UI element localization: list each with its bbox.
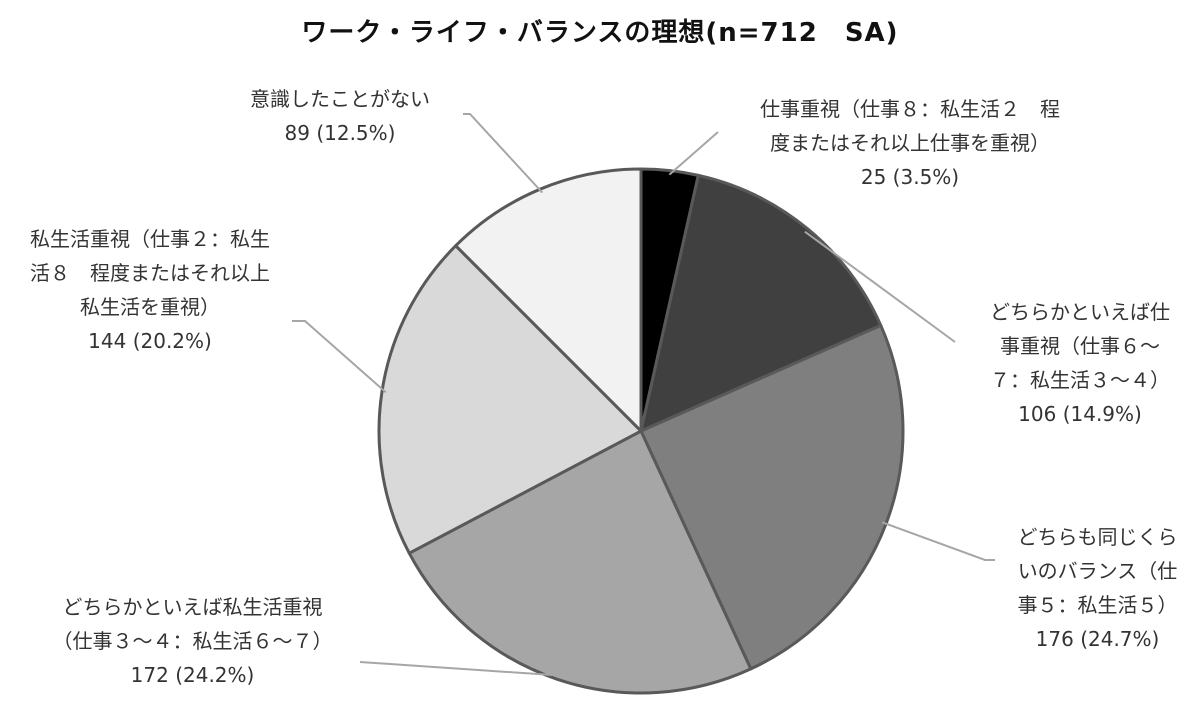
leader-line-work-focus [668, 131, 719, 176]
chart-title: ワーク・ライフ・バランスの理想(n=712 SA) [301, 18, 899, 48]
slice-label-line: 私生活重視（仕事２：私生 [30, 227, 270, 251]
slice-label-private-focus: 私生活重視（仕事２：私生 活８ 程度またはそれ以上 私生活を重視） 144 (2… [0, 222, 300, 358]
slice-label-never-considered: 意識したことがない 89 (12.5%) [220, 82, 460, 150]
slice-label-line: どちらも同じくら [1017, 525, 1178, 549]
slice-label-line: ７：私生活３～４） [990, 368, 1170, 392]
pie-slice-private-focus [377, 244, 643, 555]
leader-line-private-focus [292, 320, 387, 394]
slice-label-line: 25 (3.5%) [860, 165, 960, 189]
slice-label-line: どちらかといえば私生活重視 [62, 595, 323, 619]
pie-slice-rather-private [407, 429, 753, 695]
slice-label-line: 活８ 程度またはそれ以上 [30, 261, 270, 285]
slice-label-work-focus: 仕事重視（仕事８：私生活２ 程 度またはそれ以上仕事を重視） 25 (3.5%) [720, 92, 1100, 194]
slice-label-line: 176 (24.7%) [1035, 627, 1160, 651]
slice-label-rather-private: どちらかといえば私生活重視 （仕事３～４：私生活６～７） 172 (24.2%) [20, 590, 365, 692]
slice-label-line: どちらかといえば仕 [990, 300, 1170, 324]
slice-label-rather-work: どちらかといえば仕 事重視（仕事６～ ７：私生活３～４） 106 (14.9%) [965, 295, 1195, 431]
slice-label-line: いのバランス（仕 [1017, 559, 1178, 583]
slice-label-line: 172 (24.2%) [130, 663, 255, 687]
slice-label-line: 度またはそれ以上仕事を重視） [770, 131, 1050, 155]
slice-label-line: 106 (14.9%) [1018, 402, 1142, 426]
slice-label-line: 私生活を重視） [80, 295, 220, 319]
pie-slice-rather-work [639, 173, 883, 433]
slice-label-line: 仕事重視（仕事８：私生活２ 程 [760, 97, 1060, 121]
leader-line-balanced [881, 521, 995, 561]
leader-line-rather-work [804, 230, 956, 343]
leader-line-never-considered [463, 113, 544, 194]
pie-slice-never-considered [454, 167, 643, 433]
slice-label-line: （仕事３～４：私生活６～７） [52, 629, 333, 653]
slice-label-line: 89 (12.5%) [284, 121, 396, 145]
leader-line-rather-private [359, 661, 559, 677]
slice-label-line: 事５：私生活５） [1017, 593, 1178, 617]
slice-label-line: 144 (20.2%) [88, 329, 212, 353]
slice-label-line: 事重視（仕事６～ [1000, 334, 1160, 358]
slice-label-line: 意識したことがない [250, 87, 430, 111]
slice-label-balanced: どちらも同じくら いのバランス（仕 事５：私生活５） 176 (24.7%) [995, 520, 1200, 656]
